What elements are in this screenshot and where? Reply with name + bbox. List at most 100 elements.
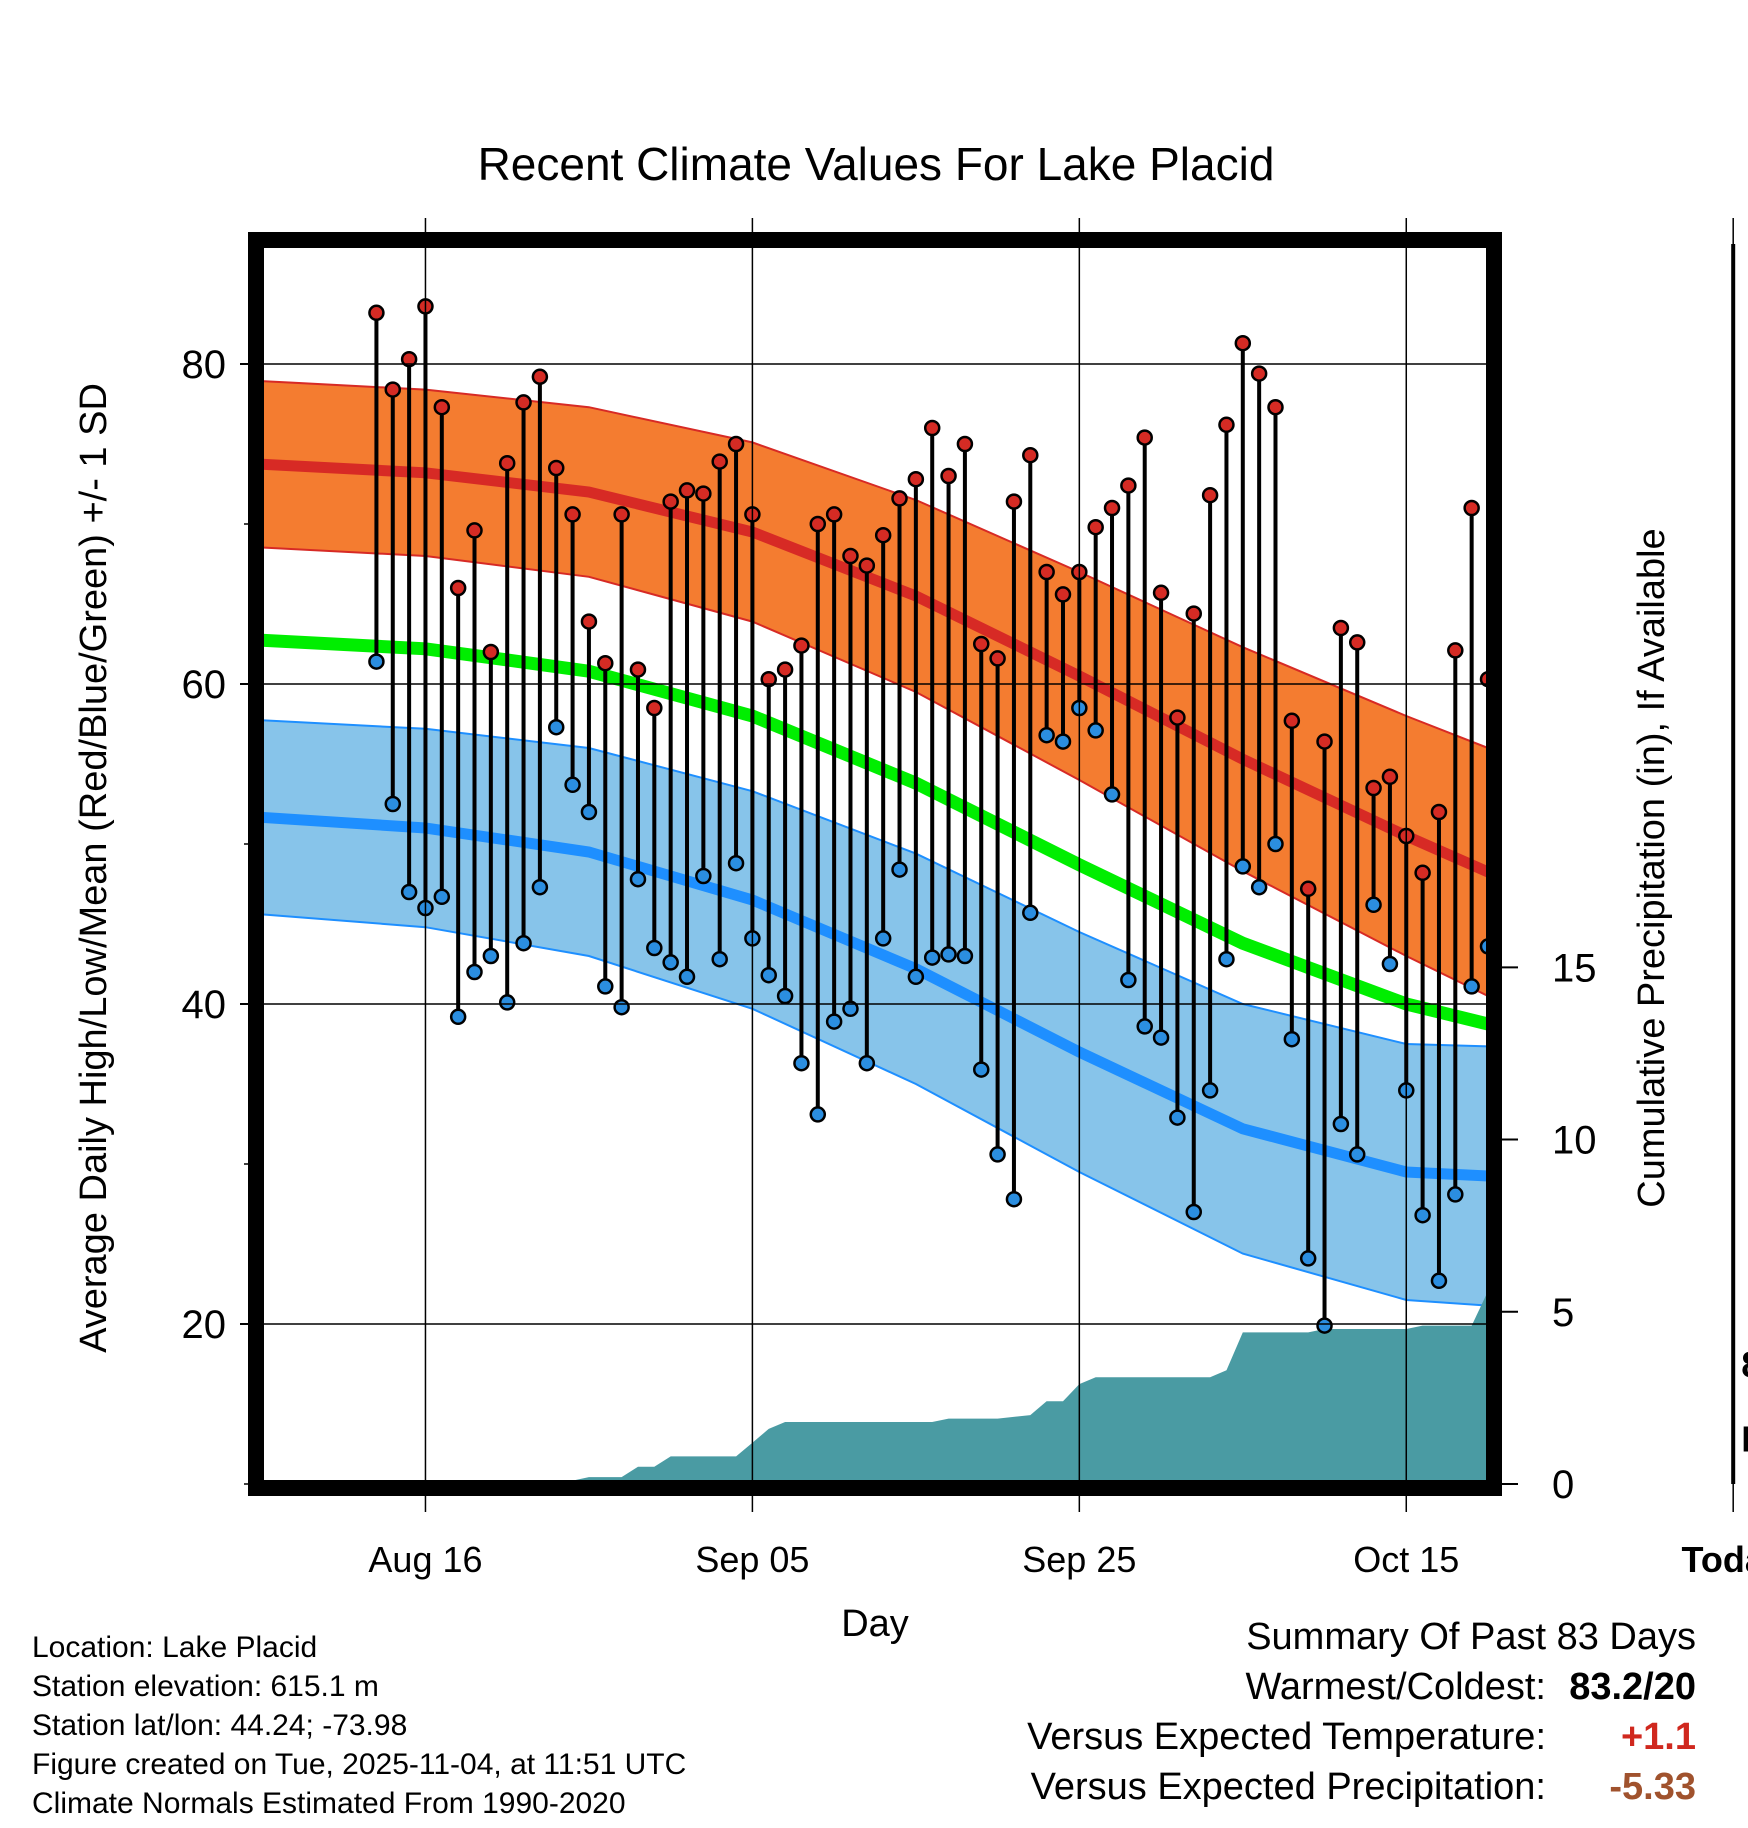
daily-low-point: [368, 653, 385, 670]
today-days-count: 84: [1741, 1344, 1748, 1385]
daily-high-point: [1022, 446, 1039, 464]
daily-high-point: [597, 654, 614, 672]
daily-low-point: [1595, 1157, 1609, 1171]
daily-low-point: [1022, 904, 1039, 922]
precip-anomaly-value: -5.33: [1609, 1766, 1696, 1808]
daily-high-point: [940, 467, 957, 485]
daily-low-point: [1563, 1175, 1577, 1189]
daily-low-point: [1087, 722, 1104, 739]
daily-high-point: [1365, 779, 1382, 797]
daily-low-point: [973, 1061, 990, 1078]
daily-high-point: [989, 650, 1006, 667]
daily-high-point: [1447, 642, 1464, 659]
daily-high-point: [466, 522, 483, 539]
daily-low-point: [1054, 733, 1072, 750]
daily-low-point: [1201, 1082, 1219, 1099]
daily-high-point: [858, 557, 876, 574]
daily-low-point: [891, 861, 908, 878]
x-tick-label: Sep 05: [695, 1539, 809, 1580]
daily-high-point: [1579, 915, 1593, 929]
daily-high-point: [874, 526, 892, 544]
daily-high-point: [1283, 712, 1301, 730]
daily-low-point: [400, 883, 418, 901]
daily-high-point: [809, 515, 827, 533]
daily-high-point: [400, 350, 418, 368]
daily-low-point: [547, 718, 565, 736]
daily-low-point: [907, 968, 925, 986]
daily-high-point: [1694, 1013, 1708, 1027]
daily-high-point: [1612, 874, 1626, 888]
daily-high-point: [1530, 919, 1544, 933]
daily-low-point: [662, 954, 679, 971]
daily-high-point: [482, 643, 500, 661]
daily-high-point: [727, 435, 745, 453]
precip-tick-label: 15: [1552, 946, 1597, 990]
daily-high-point: [531, 368, 549, 386]
daily-low-point: [1316, 1317, 1333, 1334]
daily-low-point: [629, 870, 647, 888]
daily-low-point: [1283, 1030, 1301, 1048]
daily-low-point: [515, 934, 532, 952]
daily-high-point: [547, 459, 565, 477]
daily-low-point: [989, 1146, 1006, 1163]
y-tick-label: 80: [182, 343, 227, 387]
daily-low-point: [1430, 1272, 1448, 1290]
daily-low-point: [1038, 726, 1055, 744]
daily-high-point: [1169, 709, 1186, 726]
y-tick-label: 40: [182, 983, 227, 1027]
daily-high-point: [760, 670, 777, 688]
daily-low-point: [1644, 1221, 1658, 1235]
x-tick-label: Sep 25: [1022, 1539, 1136, 1580]
daily-high-point: [1152, 584, 1170, 602]
daily-high-point: [580, 613, 598, 630]
summary-precip-row: Versus Expected Precipitation: -5.33: [1027, 1762, 1696, 1812]
daily-low-point: [1332, 1115, 1350, 1133]
precip-tick-label: 10: [1552, 1119, 1597, 1163]
daily-high-point: [1103, 499, 1121, 517]
elevation-text: Station elevation: 615.1 m: [32, 1670, 379, 1703]
daily-low-point: [809, 1106, 827, 1123]
daily-high-point: [1595, 891, 1609, 905]
daily-high-point: [646, 699, 663, 717]
daily-low-point: [825, 1013, 843, 1030]
precip-anomaly-label: Versus Expected Precipitation:: [1030, 1766, 1546, 1808]
daily-low-point: [1579, 1221, 1593, 1235]
daily-high-point: [1250, 365, 1268, 382]
daily-low-point: [1250, 878, 1268, 896]
daily-low-point: [1546, 1058, 1560, 1072]
daily-low-point: [727, 854, 745, 872]
daily-low-point: [1005, 1190, 1023, 1208]
daily-high-point: [1348, 634, 1366, 651]
y-tick-label: 60: [182, 663, 227, 707]
daily-low-point: [1514, 1010, 1528, 1024]
daily-low-point: [1381, 955, 1399, 973]
daily-high-point: [1185, 605, 1203, 622]
daily-high-point: [1414, 864, 1431, 882]
daily-high-point: [1120, 477, 1137, 494]
daily-low-point: [1677, 1128, 1691, 1142]
daily-high-point: [1005, 493, 1023, 510]
daily-high-point: [1299, 880, 1317, 898]
daily-high-point: [1136, 429, 1153, 446]
daily-high-point: [907, 470, 925, 488]
daily-low-point: [1234, 858, 1252, 875]
summary-warmest-row: Warmest/Coldest: 83.2/20: [1027, 1662, 1696, 1712]
daily-high-point: [1546, 914, 1560, 928]
daily-high-point: [1087, 518, 1104, 536]
daily-low-point: [1152, 1029, 1170, 1046]
daily-low-point: [678, 968, 696, 986]
daily-low-point: [956, 947, 974, 965]
precip-area: [262, 1291, 1488, 1484]
daily-low-point: [597, 978, 614, 995]
daily-low-point: [1365, 896, 1382, 914]
precip-tick-label: 0: [1552, 1463, 1574, 1507]
daily-high-point: [1218, 416, 1235, 434]
high-sd-band: [262, 381, 1488, 996]
daily-low-point: [1447, 1186, 1464, 1203]
daily-low-point: [874, 930, 892, 947]
daily-low-point: [1710, 1210, 1724, 1224]
daily-low-point: [613, 998, 630, 1016]
daily-high-point: [368, 304, 385, 322]
daily-low-point: [776, 987, 794, 1005]
precip-tick-label: 5: [1552, 1291, 1574, 1335]
